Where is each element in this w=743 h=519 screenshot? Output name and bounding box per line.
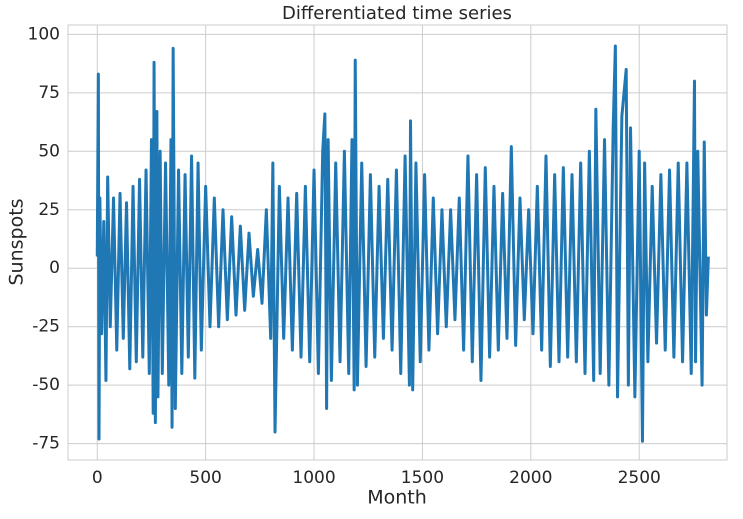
x-axis-label: Month: [367, 487, 427, 509]
x-tick-label: 2000: [509, 468, 552, 488]
chart-title: Differentiated time series: [282, 3, 512, 24]
x-tick-label: 1000: [292, 468, 335, 488]
y-tick-label: 0: [49, 258, 60, 278]
y-tick-label: -75: [32, 434, 60, 454]
y-axis-label: Sunspots: [6, 198, 28, 285]
y-tick-label: -50: [32, 375, 60, 395]
x-tick-label: 1500: [401, 468, 444, 488]
y-tick-label: 50: [38, 141, 60, 161]
y-tick-label: 100: [28, 24, 60, 44]
x-tick-label: 500: [189, 468, 221, 488]
y-tick-label: 75: [38, 83, 60, 103]
data-line: [95, 44, 710, 443]
x-tick-label: 0: [92, 468, 103, 488]
y-tick-label: 25: [38, 200, 60, 220]
x-tick-label: 2500: [618, 468, 661, 488]
y-tick-label: -25: [32, 317, 60, 337]
